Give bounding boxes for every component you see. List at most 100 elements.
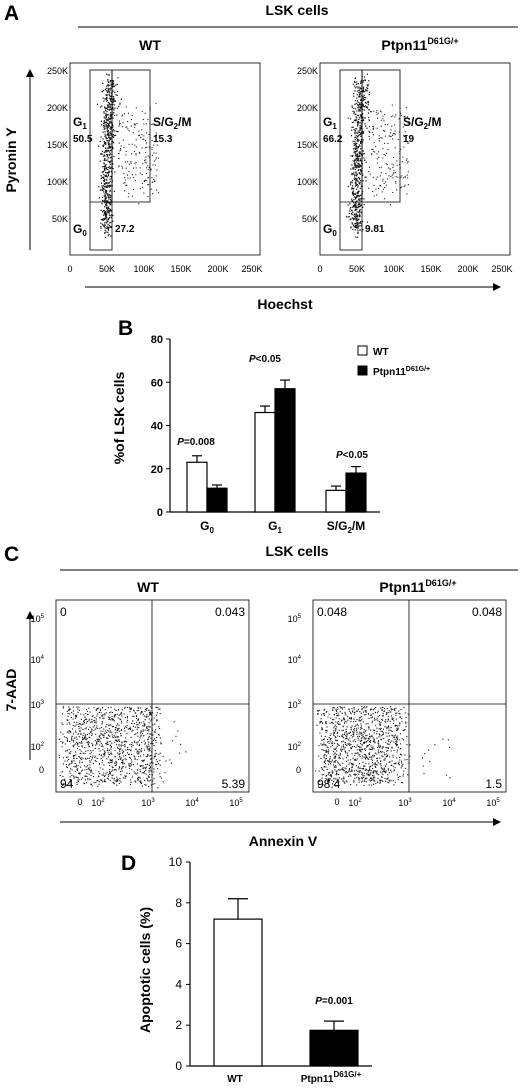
cell-dot	[350, 726, 352, 728]
cell-dot	[323, 754, 325, 756]
cell-dot	[67, 739, 69, 741]
cell-dot	[130, 763, 132, 765]
cell-dot	[106, 771, 108, 773]
cell-dot	[147, 753, 149, 755]
y-ticks: 250K 200K 150K 100K 50K	[297, 66, 318, 224]
bar	[254, 411, 276, 513]
cell-dot	[143, 192, 145, 194]
cell-dot	[354, 132, 356, 135]
cell-dot	[375, 188, 377, 190]
cell-dot	[373, 771, 375, 773]
cell-dot	[336, 743, 338, 745]
cell-dot	[106, 119, 108, 121]
cell-dot	[113, 100, 115, 102]
cell-dot	[369, 748, 371, 750]
cell-dot	[74, 737, 76, 739]
cell-dot	[392, 718, 394, 720]
cell-dot	[95, 733, 97, 735]
cell-dot	[103, 121, 105, 123]
cell-dot	[145, 769, 147, 771]
cell-dot	[371, 735, 373, 737]
cell-dot	[71, 738, 73, 740]
cell-dot	[373, 195, 375, 197]
cell-dot	[358, 153, 360, 155]
panel-a-ylabel: Pyronin Y	[3, 127, 19, 193]
cell-dot	[130, 707, 132, 709]
cell-dot	[325, 778, 327, 780]
cell-dot	[119, 123, 121, 125]
cell-dot	[358, 145, 360, 148]
cell-dot	[381, 719, 383, 721]
cell-dot	[100, 153, 102, 155]
cell-dot	[126, 721, 128, 723]
cell-dot	[360, 88, 362, 90]
cell-dot	[68, 722, 70, 724]
cell-dot	[153, 778, 155, 780]
cell-dot	[145, 715, 147, 717]
cell-dot	[357, 185, 359, 187]
cell-dot	[353, 730, 355, 732]
cell-dot	[143, 760, 145, 762]
cell-dot	[119, 124, 121, 126]
cell-dot	[404, 175, 406, 177]
cell-dot	[136, 721, 138, 723]
cell-dot	[119, 780, 121, 782]
cell-dot	[358, 158, 360, 160]
cell-dot	[391, 740, 393, 742]
cell-dot	[106, 176, 109, 178]
cell-dot	[98, 783, 100, 785]
cell-dot	[109, 132, 111, 134]
cell-dot	[360, 142, 362, 144]
cell-dot	[148, 146, 150, 148]
cell-dot	[107, 74, 109, 76]
cell-dot	[353, 166, 355, 168]
cell-dot	[353, 95, 355, 97]
cell-dot	[125, 726, 127, 728]
cell-dot	[360, 120, 362, 122]
cell-dot	[325, 744, 327, 746]
cell-dot	[179, 752, 181, 754]
cell-dot	[113, 769, 115, 771]
cell-dot	[157, 120, 159, 122]
cell-dot	[128, 754, 130, 756]
cell-dot	[382, 115, 384, 117]
cell-dot	[107, 173, 110, 175]
cell-dot	[386, 708, 388, 710]
cell-dot	[102, 196, 104, 198]
cell-dot	[342, 744, 344, 746]
cell-dot	[350, 748, 352, 750]
cell-dot	[344, 767, 346, 769]
cell-dot	[156, 144, 158, 146]
cell-dot	[111, 712, 113, 714]
cell-dot	[355, 102, 357, 104]
cell-dot	[95, 718, 97, 720]
y-tick: 102	[288, 742, 302, 752]
cell-dot	[352, 757, 354, 759]
cell-dot	[84, 765, 86, 767]
cell-dot	[112, 99, 114, 101]
cell-dot	[84, 775, 86, 777]
cell-dot	[366, 90, 368, 92]
cell-dot	[77, 765, 79, 767]
cell-dot	[62, 733, 64, 735]
cell-dot	[108, 212, 110, 214]
cell-dot	[120, 734, 122, 736]
cell-dot	[359, 126, 361, 128]
cell-dot	[364, 105, 367, 107]
cell-dot	[110, 96, 112, 98]
cell-dot	[351, 725, 353, 727]
cell-dot	[104, 143, 106, 145]
cell-dot	[107, 119, 109, 121]
gate-g0-label: G0	[323, 222, 337, 238]
cell-dot	[368, 770, 370, 772]
cell-dot	[158, 726, 160, 728]
cell-dot	[356, 758, 358, 760]
cell-dot	[104, 159, 106, 162]
cell-dot	[146, 747, 148, 749]
cell-dot	[357, 193, 359, 195]
cell-dot	[109, 137, 111, 139]
cell-dot	[354, 174, 356, 176]
gate-s-g2-m	[361, 69, 401, 203]
cell-dot	[153, 768, 155, 770]
cell-dot	[358, 163, 360, 165]
